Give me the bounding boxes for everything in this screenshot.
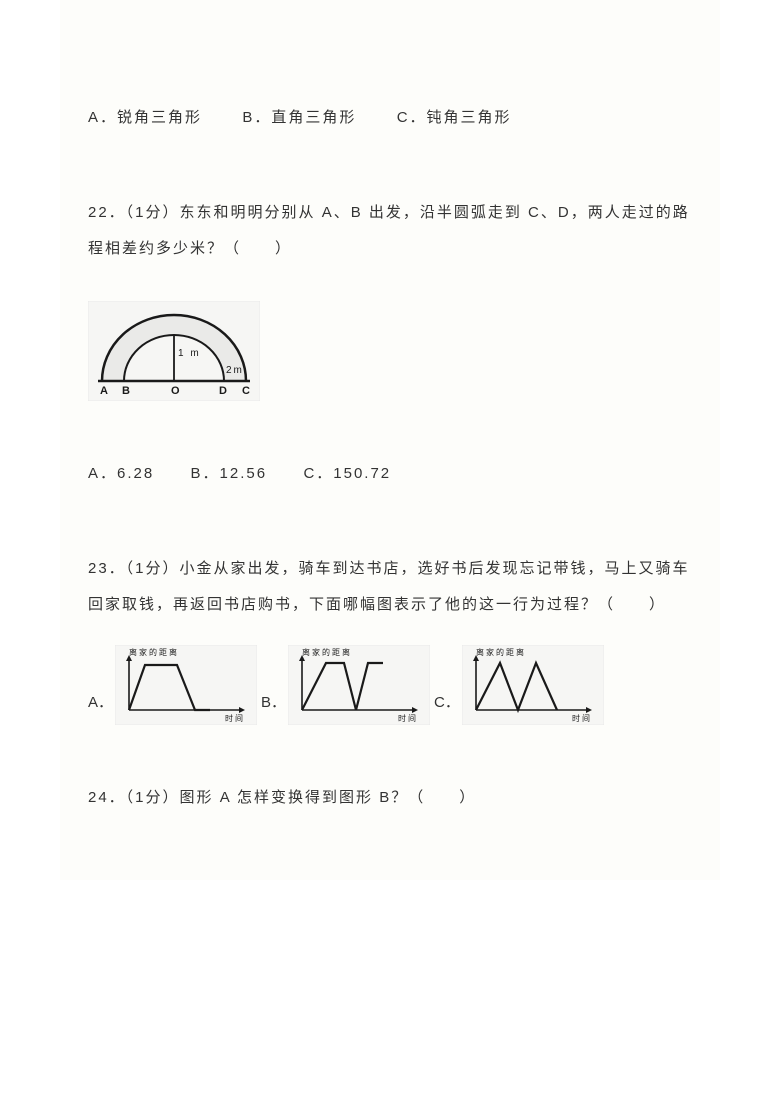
content-area: A．锐角三角形 B．直角三角形 C．钝角三角形 22．（1分）东东和明明分别从 …	[60, 100, 720, 816]
q24-text: 24．（1分）图形 A 怎样变换得到图形 B？（ ）	[88, 780, 692, 816]
svg-text:时间: 时间	[398, 713, 418, 723]
q23-text: 23．（1分）小金从家出发，骑车到达书店，选好书后发现忘记带钱，马上又骑车回家取…	[88, 551, 692, 623]
q23-graphs: A． 离家的距离 时间 B． 离家的距离	[88, 645, 692, 725]
svg-text:A: A	[100, 385, 110, 397]
svg-text:时间: 时间	[225, 713, 245, 723]
q22-option-b: B．12.56	[191, 465, 268, 482]
q22-options: A．6.28 B．12.56 C．150.72	[88, 456, 692, 492]
q21-option-b: B．直角三角形	[242, 109, 356, 126]
svg-text:D: D	[219, 385, 229, 397]
q22-text: 22．（1分）东东和明明分别从 A、B 出发，沿半圆弧走到 C、D，两人走过的路…	[88, 195, 692, 267]
q21-option-c: C．钝角三角形	[397, 109, 512, 126]
q22-figure: 1 m 2m A B O D C	[88, 301, 692, 401]
svg-text:2m: 2m	[226, 365, 244, 376]
q23-graph-a: A． 离家的距离 时间	[88, 645, 257, 725]
q22-option-a: A．6.28	[88, 465, 154, 482]
svg-text:时间: 时间	[572, 713, 592, 723]
svg-text:C: C	[242, 385, 252, 397]
svg-text:离家的距离: 离家的距离	[302, 647, 352, 657]
q21-options: A．锐角三角形 B．直角三角形 C．钝角三角形	[88, 100, 692, 136]
q23-graph-a-label: A．	[88, 685, 113, 721]
q23-graph-b: B． 离家的距离 时间	[261, 645, 430, 725]
svg-text:离家的距离: 离家的距离	[129, 647, 179, 657]
svg-text:B: B	[122, 385, 132, 397]
q21-option-a: A．锐角三角形	[88, 109, 202, 126]
svg-text:离家的距离: 离家的距离	[476, 647, 526, 657]
worksheet-page: A．锐角三角形 B．直角三角形 C．钝角三角形 22．（1分）东东和明明分别从 …	[60, 0, 720, 880]
q23-graph-b-label: B．	[261, 685, 286, 721]
q22-option-c: C．150.72	[303, 465, 391, 482]
svg-text:1 m: 1 m	[178, 348, 201, 359]
q23-graph-c: C． 离家的距离 时间	[434, 645, 604, 725]
q23-graph-c-label: C．	[434, 685, 460, 721]
svg-text:O: O	[171, 385, 182, 397]
